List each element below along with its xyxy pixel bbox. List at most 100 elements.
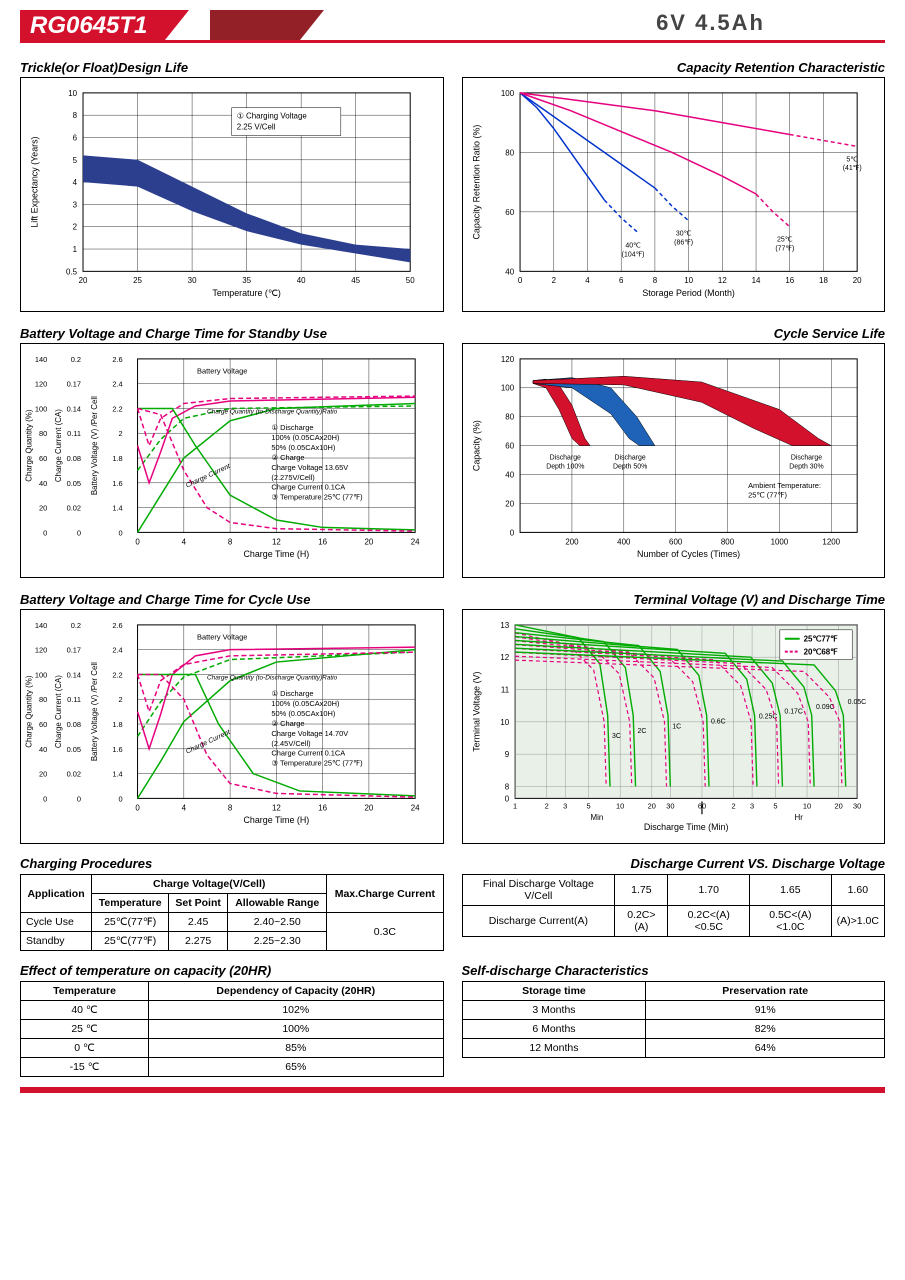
svg-text:Hr: Hr: [794, 813, 803, 822]
retention-chart: 02468101214161820406080100Storage Period…: [462, 77, 886, 312]
svg-text:Discharge: Discharge: [549, 455, 580, 462]
svg-text:0.14: 0.14: [67, 670, 81, 679]
svg-text:Charge Time (H): Charge Time (H): [243, 549, 309, 559]
svg-text:Charge Voltage 14.70V: Charge Voltage 14.70V: [271, 729, 348, 738]
svg-text:Charge Current 0.1CA: Charge Current 0.1CA: [271, 749, 345, 758]
svg-text:50% (0.05CAx10H): 50% (0.05CAx10H): [271, 443, 335, 452]
svg-text:Ambient Temperature:: Ambient Temperature:: [748, 481, 821, 490]
svg-text:Charge Current 0.1CA: Charge Current 0.1CA: [271, 483, 345, 492]
svg-text:20: 20: [647, 801, 655, 810]
svg-text:0.05: 0.05: [67, 745, 81, 754]
trickle-title: Trickle(or Float)Design Life: [20, 60, 444, 75]
svg-text:30: 30: [853, 801, 861, 810]
svg-text:2.6: 2.6: [112, 355, 122, 364]
svg-text:Terminal Voltage (V): Terminal Voltage (V): [471, 672, 481, 752]
svg-text:10: 10: [68, 89, 77, 98]
svg-text:4: 4: [182, 803, 187, 812]
svg-text:30: 30: [666, 801, 674, 810]
svg-text:2: 2: [73, 223, 77, 232]
svg-text:120: 120: [35, 646, 47, 655]
svg-text:Discharge: Discharge: [614, 455, 645, 462]
svg-text:0: 0: [509, 528, 514, 537]
svg-text:0.05: 0.05: [67, 479, 81, 488]
svg-text:Charge Quantity (%): Charge Quantity (%): [24, 409, 33, 482]
terminal-title: Terminal Voltage (V) and Discharge Time: [462, 592, 886, 607]
svg-text:1: 1: [513, 801, 517, 810]
svg-text:20: 20: [505, 499, 514, 508]
svg-text:100: 100: [500, 89, 514, 98]
tempcap-table: TemperatureDependency of Capacity (20HR)…: [20, 981, 444, 1077]
svg-text:12: 12: [272, 803, 281, 812]
svg-text:80: 80: [39, 429, 47, 438]
svg-text:0.05C: 0.05C: [847, 699, 866, 706]
svg-text:20: 20: [79, 276, 88, 285]
svg-text:4: 4: [182, 537, 187, 546]
svg-text:8: 8: [73, 111, 78, 120]
svg-text:16: 16: [785, 276, 794, 285]
svg-text:Temperature (℃): Temperature (℃): [212, 288, 280, 298]
svg-text:18: 18: [819, 276, 828, 285]
svg-text:0.2: 0.2: [71, 355, 81, 364]
svg-text:6: 6: [618, 276, 623, 285]
svg-text:(2.275V/Cell): (2.275V/Cell): [271, 473, 315, 482]
tempcap-title: Effect of temperature on capacity (20HR): [20, 963, 444, 978]
svg-text:Capacity (%): Capacity (%): [471, 420, 481, 471]
svg-text:0.14: 0.14: [67, 404, 81, 413]
cycleuse-chart: 0481216202402040608010012014000.020.050.…: [20, 609, 444, 844]
svg-text:Charge Quantity (%): Charge Quantity (%): [24, 675, 33, 748]
svg-text:24: 24: [411, 537, 420, 546]
svg-text:0: 0: [517, 276, 522, 285]
svg-text:0.08: 0.08: [67, 720, 81, 729]
svg-text:0.02: 0.02: [67, 770, 81, 779]
svg-text:4: 4: [585, 276, 590, 285]
svg-text:40: 40: [39, 745, 47, 754]
svg-text:400: 400: [617, 537, 631, 546]
svg-text:1.6: 1.6: [112, 479, 122, 488]
svg-text:20: 20: [834, 801, 842, 810]
svg-text:10: 10: [616, 801, 624, 810]
svg-text:Depth 30%: Depth 30%: [789, 463, 823, 470]
svg-text:Battery Voltage (V) /Per Cell: Battery Voltage (V) /Per Cell: [90, 662, 99, 761]
svg-text:Depth 50%: Depth 50%: [612, 463, 646, 470]
svg-text:Depth 100%: Depth 100%: [546, 463, 584, 470]
standby-chart: 0481216202402040608010012014000.020.050.…: [20, 343, 444, 578]
svg-text:4: 4: [73, 178, 78, 187]
selfdis-title: Self-discharge Characteristics: [462, 963, 886, 978]
svg-text:Battery Voltage: Battery Voltage: [197, 633, 247, 642]
svg-text:0.17: 0.17: [67, 380, 81, 389]
svg-text:25℃ (77℉): 25℃ (77℉): [748, 491, 787, 500]
svg-text:1C: 1C: [672, 723, 681, 730]
svg-text:Discharge: Discharge: [790, 455, 821, 462]
svg-text:2: 2: [551, 276, 555, 285]
svg-text:16: 16: [318, 803, 327, 812]
svg-text:1.6: 1.6: [112, 745, 122, 754]
svg-text:80: 80: [39, 695, 47, 704]
svg-text:800: 800: [720, 537, 734, 546]
svg-text:10: 10: [802, 801, 810, 810]
terminal-chart: 12351020306023510203008910111213MinHrDis…: [462, 609, 886, 844]
svg-text:Number of Cycles (Times): Number of Cycles (Times): [637, 549, 740, 559]
svg-text:0: 0: [43, 794, 47, 803]
svg-text:100: 100: [500, 384, 514, 393]
svg-text:60: 60: [39, 454, 47, 463]
svg-text:0: 0: [77, 794, 81, 803]
svg-text:40: 40: [505, 267, 514, 276]
svg-text:12: 12: [272, 537, 281, 546]
svg-text:② Charge: ② Charge: [271, 453, 304, 462]
svg-text:Charge Current: Charge Current: [185, 729, 232, 756]
svg-text:1: 1: [73, 245, 78, 254]
svg-text:3C: 3C: [611, 733, 620, 740]
selfdis-table: Storage timePreservation rate 3 Months91…: [462, 981, 886, 1058]
cycleuse-title: Battery Voltage and Charge Time for Cycl…: [20, 592, 444, 607]
charging-title: Charging Procedures: [20, 856, 444, 871]
svg-text:20℃68℉: 20℃68℉: [803, 648, 838, 657]
svg-text:25: 25: [133, 276, 142, 285]
svg-text:5: 5: [73, 156, 78, 165]
svg-text:0.25C: 0.25C: [758, 714, 777, 721]
svg-text:60: 60: [39, 720, 47, 729]
svg-text:100: 100: [35, 404, 47, 413]
svg-text:6: 6: [73, 133, 78, 142]
svg-text:20: 20: [39, 504, 47, 513]
svg-text:1.4: 1.4: [112, 504, 122, 513]
svg-text:2: 2: [731, 801, 735, 810]
